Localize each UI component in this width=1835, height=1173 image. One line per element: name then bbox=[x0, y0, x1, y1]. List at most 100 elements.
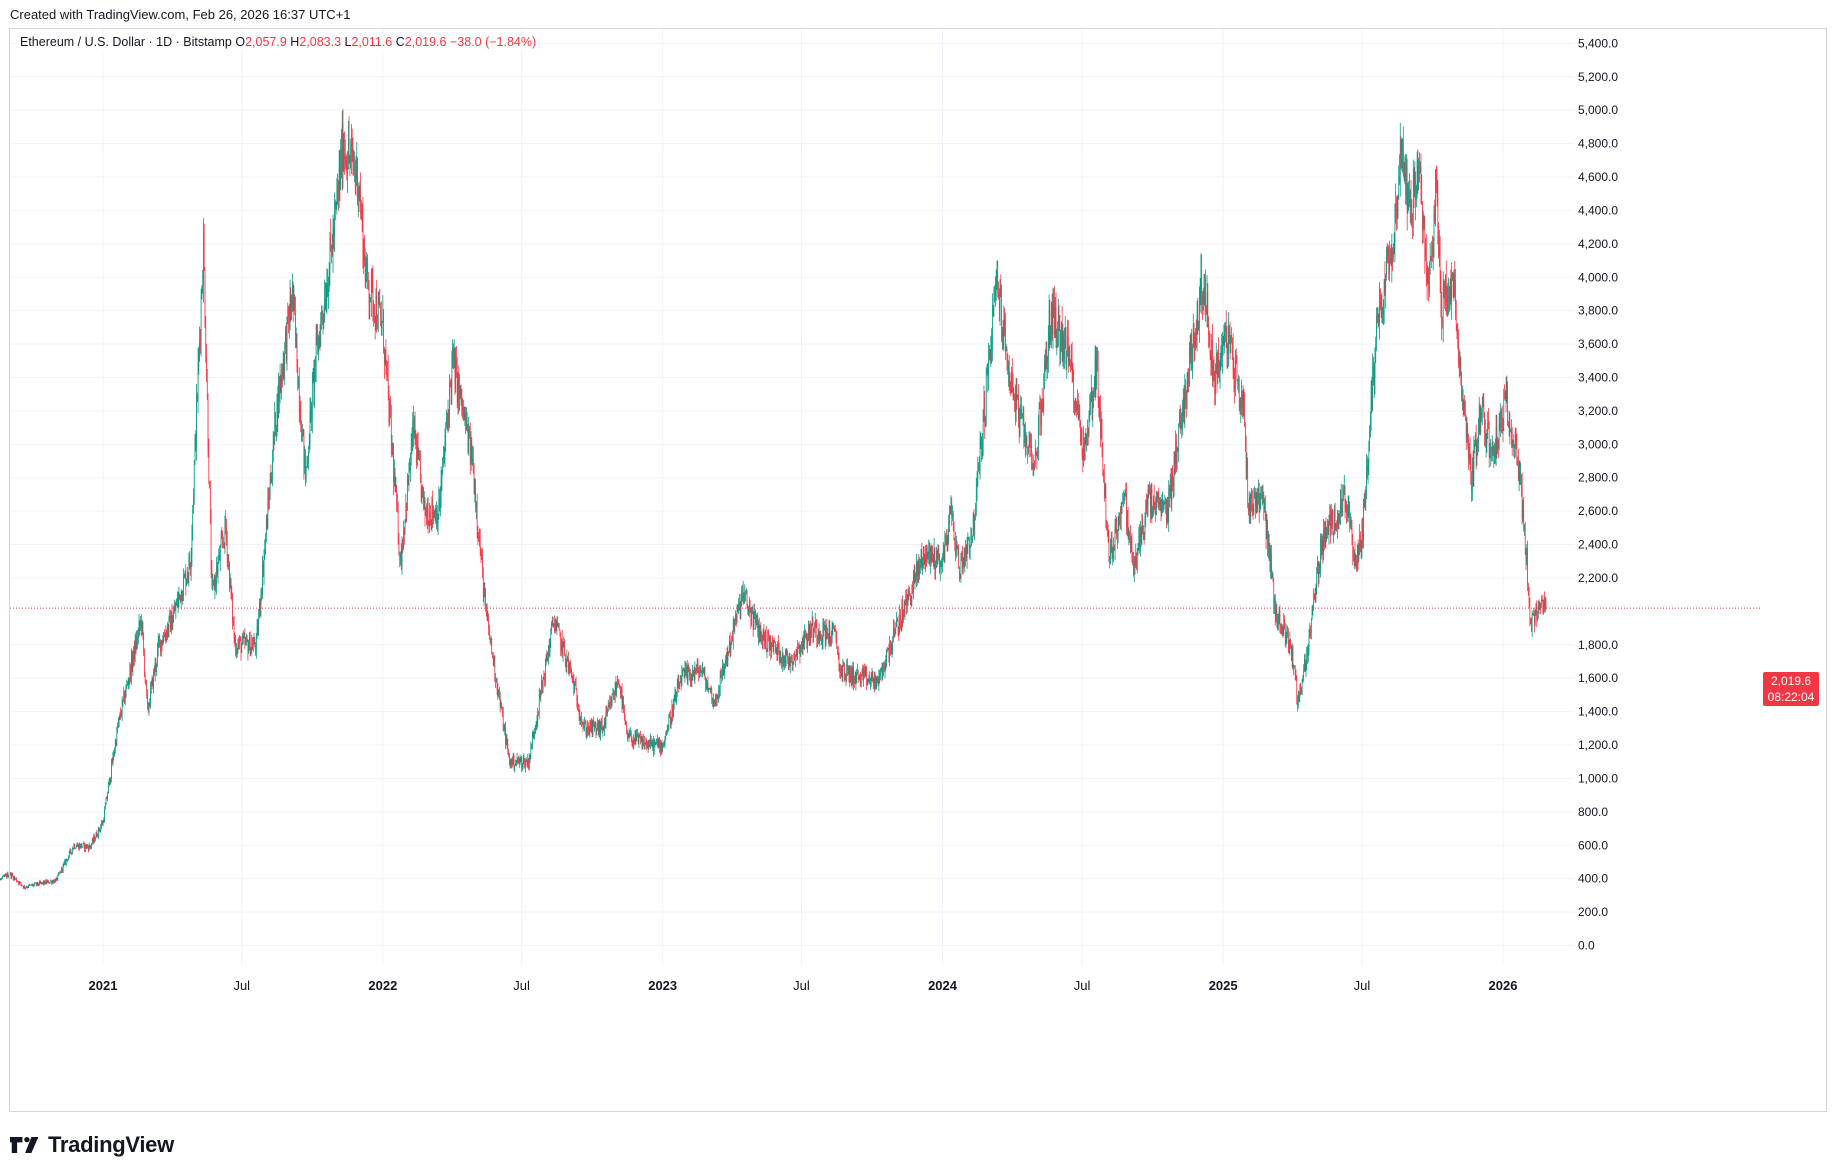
candle-body bbox=[1477, 442, 1478, 445]
candle-body bbox=[884, 666, 886, 672]
candle-body bbox=[302, 429, 304, 430]
candle-body bbox=[1363, 497, 1365, 503]
candle-body bbox=[327, 284, 328, 296]
candle-body bbox=[441, 473, 443, 480]
candle-body bbox=[122, 699, 124, 701]
candle-body bbox=[318, 336, 320, 338]
candle-body bbox=[574, 682, 576, 684]
candle-body bbox=[77, 844, 78, 846]
candle-body bbox=[709, 687, 711, 689]
candle-body bbox=[701, 671, 703, 673]
candle-body bbox=[666, 729, 667, 735]
candle-body bbox=[647, 744, 649, 748]
candle-body bbox=[1055, 307, 1057, 340]
candle-body bbox=[476, 503, 477, 509]
candle-body bbox=[954, 540, 956, 542]
candle-body bbox=[1105, 486, 1107, 521]
candle-body bbox=[573, 679, 575, 693]
candle-body bbox=[385, 349, 387, 361]
candle-body bbox=[1501, 408, 1502, 420]
candle-body bbox=[65, 859, 67, 865]
candle-body bbox=[1092, 392, 1094, 414]
candle-body bbox=[1217, 351, 1219, 378]
candle-body bbox=[401, 547, 403, 566]
candle-body bbox=[402, 547, 404, 548]
candle-body bbox=[127, 683, 128, 685]
candle-body bbox=[624, 707, 625, 717]
candle-body bbox=[449, 382, 450, 420]
candle-body bbox=[1158, 498, 1160, 506]
candle-body bbox=[1130, 538, 1132, 547]
candle-body bbox=[485, 593, 486, 607]
tradingview-logo[interactable]: TradingView bbox=[10, 1130, 174, 1160]
candle-body bbox=[341, 148, 342, 175]
candle-body bbox=[351, 144, 353, 147]
candle-body bbox=[195, 436, 197, 448]
candle-body bbox=[1524, 525, 1525, 529]
chart-legend[interactable]: Ethereum / U.S. Dollar · 1D · Bitstamp O… bbox=[17, 34, 540, 50]
candle-body bbox=[1342, 489, 1344, 513]
candle-body bbox=[468, 430, 470, 452]
candle-body bbox=[1262, 494, 1264, 497]
candle-body bbox=[834, 627, 835, 631]
candle-body bbox=[429, 511, 430, 526]
candle-body bbox=[466, 417, 468, 429]
y-tick-label: 1,600.0 bbox=[1578, 671, 1618, 685]
candle-body bbox=[82, 843, 84, 847]
candle-body bbox=[243, 636, 245, 638]
candle-body bbox=[387, 367, 388, 370]
y-tick-label: 1,000.0 bbox=[1578, 771, 1618, 785]
candle-body bbox=[953, 526, 955, 541]
candle-body bbox=[1014, 394, 1015, 398]
candle-body bbox=[324, 297, 325, 317]
candle-body bbox=[1048, 337, 1049, 358]
candle-body bbox=[1070, 365, 1071, 370]
candle-body bbox=[1331, 511, 1333, 518]
candle-body bbox=[896, 619, 897, 627]
candle-body bbox=[1118, 514, 1120, 528]
candle-body bbox=[298, 378, 300, 410]
candle-body bbox=[856, 671, 857, 684]
candle-body bbox=[1051, 305, 1052, 333]
candle-body bbox=[1271, 573, 1273, 579]
candle-body bbox=[46, 881, 48, 884]
candle-body bbox=[1386, 247, 1388, 250]
candle-body bbox=[581, 717, 582, 723]
candle-body bbox=[808, 623, 809, 641]
candle-body bbox=[1077, 403, 1079, 419]
candle-body bbox=[1019, 417, 1021, 436]
candle-body bbox=[44, 880, 46, 885]
y-tick-label: 4,400.0 bbox=[1578, 203, 1618, 217]
candle-body bbox=[1028, 451, 1029, 453]
candle-body bbox=[289, 317, 290, 328]
candle-body bbox=[767, 631, 769, 650]
candle-body bbox=[1136, 553, 1137, 569]
candle-body bbox=[1360, 534, 1361, 552]
candle-body bbox=[1150, 489, 1152, 513]
candle-body bbox=[947, 539, 949, 543]
candle-body bbox=[1031, 456, 1033, 469]
candle-body bbox=[503, 729, 505, 731]
candle-body bbox=[539, 693, 541, 698]
candle-body bbox=[667, 730, 669, 732]
candle-body bbox=[711, 690, 713, 702]
candle-body bbox=[1110, 545, 1111, 564]
candle-body bbox=[637, 733, 638, 735]
candle-body bbox=[587, 725, 588, 733]
candle-body bbox=[1240, 405, 1242, 409]
y-tick-label: 3,800.0 bbox=[1578, 304, 1618, 318]
candle-body bbox=[1288, 631, 1289, 648]
candle-body bbox=[1132, 552, 1133, 562]
candle-body bbox=[1196, 331, 1197, 336]
symbol-title[interactable]: Ethereum / U.S. Dollar · 1D · Bitstamp bbox=[20, 35, 232, 49]
x-tick-label: 2022 bbox=[368, 978, 397, 993]
candle-body bbox=[824, 625, 826, 644]
candle-body bbox=[121, 700, 123, 716]
candle-body bbox=[290, 296, 292, 309]
candle-body bbox=[851, 670, 852, 682]
candle-body bbox=[39, 881, 40, 885]
candle-body bbox=[282, 367, 283, 380]
candle-body bbox=[1544, 600, 1545, 611]
candle-body bbox=[60, 871, 62, 873]
